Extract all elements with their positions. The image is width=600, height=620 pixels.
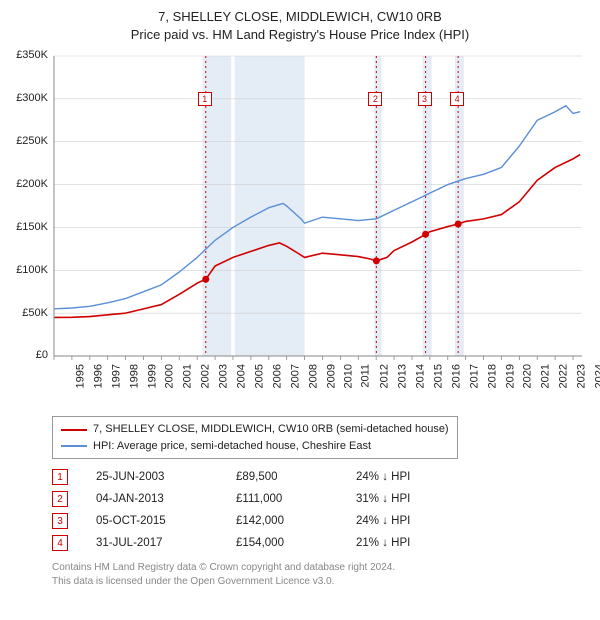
chart: £0 £50K £100K £150K £200K £250K £300K £350K 199… xyxy=(10,50,590,410)
sale-date: 04-JAN-2013 xyxy=(96,493,236,505)
x-tick-label: 2021 xyxy=(540,364,552,388)
sale-date: 25-JUN-2003 xyxy=(96,471,236,483)
chart-sale-marker: 2 xyxy=(368,92,382,106)
y-tick-label: £250K xyxy=(10,135,48,147)
legend: 7, SHELLEY CLOSE, MIDDLEWICH, CW10 0RB (… xyxy=(52,416,458,459)
sale-price: £154,000 xyxy=(236,537,356,549)
sale-price: £89,500 xyxy=(236,471,356,483)
legend-swatch xyxy=(61,429,87,431)
sale-delta: 24% ↓ HPI xyxy=(356,471,410,483)
x-tick-label: 2020 xyxy=(522,364,534,388)
y-tick-label: £200K xyxy=(10,178,48,190)
x-tick-label: 2001 xyxy=(182,364,194,388)
sale-row: 4 31-JUL-2017£154,00021% ↓ HPI xyxy=(52,535,590,551)
legend-item: 7, SHELLEY CLOSE, MIDDLEWICH, CW10 0RB (… xyxy=(61,421,449,438)
chart-sale-marker: 4 xyxy=(450,92,464,106)
x-tick-label: 2007 xyxy=(289,364,301,388)
legend-swatch xyxy=(61,445,87,447)
x-tick-label: 2010 xyxy=(343,364,355,388)
sale-marker: 2 xyxy=(52,491,68,507)
x-tick-label: 2011 xyxy=(360,364,372,388)
y-tick-label: £0 xyxy=(10,349,48,361)
sale-row: 3 05-OCT-2015£142,00024% ↓ HPI xyxy=(52,513,590,529)
sale-delta: 31% ↓ HPI xyxy=(356,493,410,505)
chart-svg xyxy=(10,50,590,410)
sale-row: 1 25-JUN-2003£89,50024% ↓ HPI xyxy=(52,469,590,485)
x-tick-label: 2022 xyxy=(558,364,570,388)
x-tick-label: 2018 xyxy=(486,364,498,388)
title-line-1: 7, SHELLEY CLOSE, MIDDLEWICH, CW10 0RB xyxy=(10,8,590,26)
sale-delta: 21% ↓ HPI xyxy=(356,537,410,549)
sale-marker: 3 xyxy=(52,513,68,529)
y-tick-label: £350K xyxy=(10,49,48,61)
x-tick-label: 2019 xyxy=(504,364,516,388)
x-tick-label: 1997 xyxy=(110,364,122,388)
x-tick-label: 2012 xyxy=(379,364,391,388)
x-tick-label: 1999 xyxy=(146,364,158,388)
x-tick-label: 2004 xyxy=(236,364,248,388)
sale-marker: 1 xyxy=(52,469,68,485)
sale-date: 31-JUL-2017 xyxy=(96,537,236,549)
sale-price: £142,000 xyxy=(236,515,356,527)
x-tick-label: 2006 xyxy=(271,364,283,388)
sale-marker: 4 xyxy=(52,535,68,551)
x-tick-label: 2003 xyxy=(218,364,230,388)
chart-sale-marker: 3 xyxy=(418,92,432,106)
legend-label: HPI: Average price, semi-detached house,… xyxy=(93,438,371,455)
legend-item: HPI: Average price, semi-detached house,… xyxy=(61,438,449,455)
x-tick-label: 2005 xyxy=(253,364,265,388)
x-tick-label: 2013 xyxy=(397,364,409,388)
x-tick-label: 2000 xyxy=(164,364,176,388)
y-tick-label: £300K xyxy=(10,92,48,104)
title-line-2: Price paid vs. HM Land Registry's House … xyxy=(10,26,590,44)
y-tick-label: £150K xyxy=(10,221,48,233)
sales-table: 125-JUN-2003£89,50024% ↓ HPI204-JAN-2013… xyxy=(52,469,590,551)
x-tick-label: 1996 xyxy=(92,364,104,388)
y-tick-label: £50K xyxy=(10,307,48,319)
x-tick-label: 1995 xyxy=(74,364,86,388)
chart-sale-marker: 1 xyxy=(198,92,212,106)
title-block: 7, SHELLEY CLOSE, MIDDLEWICH, CW10 0RB P… xyxy=(10,8,590,44)
x-tick-label: 2015 xyxy=(432,364,444,388)
footer-line-1: Contains HM Land Registry data © Crown c… xyxy=(52,561,590,575)
sale-delta: 24% ↓ HPI xyxy=(356,515,410,527)
x-tick-label: 2002 xyxy=(200,364,212,388)
sale-price: £111,000 xyxy=(236,493,356,505)
x-tick-label: 1998 xyxy=(128,364,140,388)
x-tick-label: 2024 xyxy=(594,364,600,388)
x-tick-label: 2016 xyxy=(450,364,462,388)
y-tick-label: £100K xyxy=(10,264,48,276)
x-tick-label: 2017 xyxy=(468,364,480,388)
x-tick-label: 2008 xyxy=(307,364,319,388)
sale-row: 2 04-JAN-2013£111,00031% ↓ HPI xyxy=(52,491,590,507)
x-tick-label: 2023 xyxy=(576,364,588,388)
sale-date: 05-OCT-2015 xyxy=(96,515,236,527)
x-tick-label: 2014 xyxy=(415,364,427,388)
x-tick-label: 2009 xyxy=(325,364,337,388)
legend-label: 7, SHELLEY CLOSE, MIDDLEWICH, CW10 0RB (… xyxy=(93,421,449,438)
footer: Contains HM Land Registry data © Crown c… xyxy=(52,561,590,588)
footer-line-2: This data is licensed under the Open Gov… xyxy=(52,575,590,589)
